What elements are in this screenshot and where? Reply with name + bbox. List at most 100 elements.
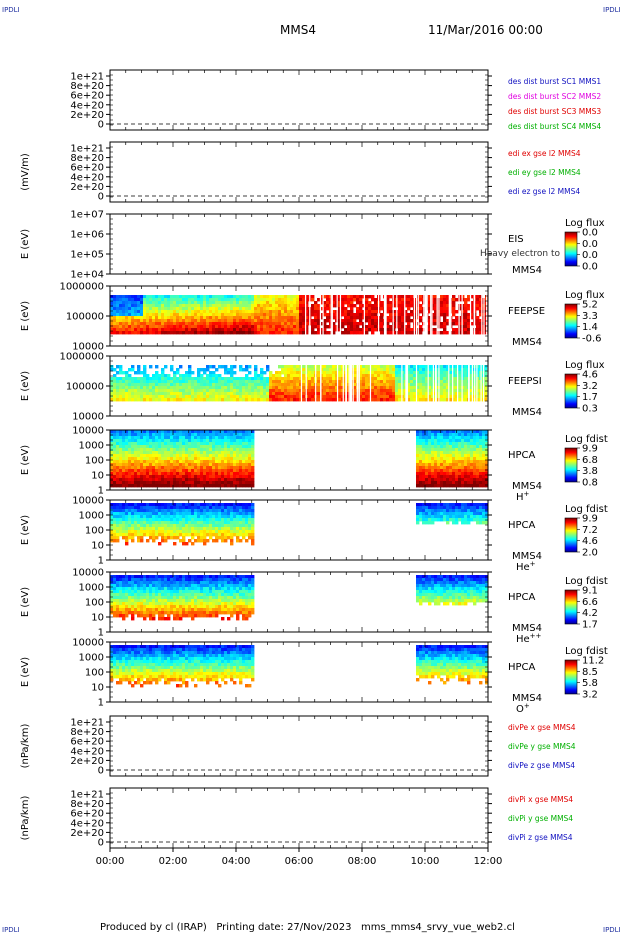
spectrogram-cell <box>197 463 201 467</box>
spectrogram-cell <box>284 301 288 305</box>
spectrogram-cell <box>443 481 447 485</box>
spectrogram-cell <box>320 380 324 384</box>
spectrogram-feepsi <box>110 356 489 416</box>
spectrogram-cell <box>437 433 441 437</box>
spectrogram-cell <box>281 328 285 332</box>
spectrogram-cell <box>371 386 375 390</box>
spectrogram-cell <box>230 328 234 332</box>
y-tick-label: 8e+20 <box>70 81 104 92</box>
spectrogram-cell <box>320 398 324 402</box>
spectrogram-cell <box>242 457 246 461</box>
spectrogram-cell <box>233 466 237 470</box>
spectrogram-cell <box>152 481 156 485</box>
spectrogram-cell <box>170 475 174 479</box>
spectrogram-cell <box>455 383 459 387</box>
spectrogram-cell <box>194 439 198 443</box>
spectrogram-cell <box>176 389 180 393</box>
spectrogram-cell <box>236 377 240 381</box>
spectrogram-cell <box>317 383 321 387</box>
spectrogram-cell <box>419 377 423 381</box>
spectrogram-cell <box>167 478 171 482</box>
spectrogram-cell <box>245 398 249 402</box>
spectrogram-cell <box>437 430 441 434</box>
spectrogram-cell <box>221 466 225 470</box>
spectrogram-cell <box>416 395 420 399</box>
spectrogram-cell <box>143 295 147 299</box>
spectrogram-cell <box>113 478 117 482</box>
spectrogram-cell <box>464 448 468 452</box>
spectrogram-cell <box>230 380 234 384</box>
spectrogram-cell <box>164 319 168 323</box>
spectrogram-cell <box>260 386 264 390</box>
spectrogram-cell <box>182 307 186 311</box>
spectrogram-cell <box>377 380 381 384</box>
spectrogram-cell <box>170 383 174 387</box>
spectrogram-cell <box>188 301 192 305</box>
spectrogram-cell <box>470 395 474 399</box>
y-tick-label: 1e+06 <box>70 230 104 241</box>
spectrogram-cell <box>263 307 267 311</box>
spectrogram-cell <box>185 316 189 320</box>
spectrogram-cell <box>386 371 390 375</box>
spectrogram-cell <box>242 386 246 390</box>
spectrogram-cell <box>482 466 486 470</box>
spectrogram-cell <box>299 313 303 317</box>
spectrogram-cell <box>314 319 318 323</box>
spectrogram-cell <box>275 313 279 317</box>
spectrogram-cell <box>431 466 435 470</box>
spectrogram-cell <box>341 322 345 326</box>
spectrogram-cell <box>416 439 420 443</box>
spectrogram-cell <box>452 383 456 387</box>
spectrogram-cell <box>320 371 324 375</box>
spectrogram-cell <box>122 442 126 446</box>
spectrogram-cell <box>158 484 162 488</box>
spectrogram-cell <box>386 374 390 378</box>
spectrogram-cell <box>452 395 456 399</box>
spectrogram-cell <box>176 319 180 323</box>
spectrogram-cell <box>185 377 189 381</box>
spectrogram-cell <box>128 463 132 467</box>
spectrogram-cell <box>281 310 285 314</box>
spectrogram-cell <box>440 325 444 329</box>
spectrogram-cell <box>146 295 150 299</box>
spectrogram-cell <box>326 392 330 396</box>
spectrogram-cell <box>293 298 297 302</box>
spectrogram-cell <box>458 322 462 326</box>
spectrogram-cell <box>200 328 204 332</box>
spectrogram-cell <box>272 322 276 326</box>
spectrogram-cell <box>194 328 198 332</box>
spectrogram-cell <box>248 460 252 464</box>
spectrogram-cell <box>173 298 177 302</box>
spectrogram-cell <box>182 451 186 455</box>
spectrogram-cell <box>122 386 126 390</box>
spectrogram-cell <box>143 484 147 488</box>
spectrogram-cell <box>236 472 240 476</box>
spectrogram-cell <box>452 319 456 323</box>
spectrogram-cell <box>215 328 219 332</box>
spectrogram-cell <box>419 445 423 449</box>
spectrogram-cell <box>173 454 177 458</box>
spectrogram-cell <box>185 448 189 452</box>
spectrogram-cell <box>152 469 156 473</box>
spectrogram-cell <box>116 392 120 396</box>
spectrogram-cell <box>266 313 270 317</box>
spectrogram-cell <box>152 316 156 320</box>
spectrogram-cell <box>434 313 438 317</box>
spectrogram-cell <box>137 454 141 458</box>
y-tick-label: 10 <box>91 471 104 482</box>
spectrogram-cell <box>407 377 411 381</box>
spectrogram-cell <box>389 377 393 381</box>
spectrogram-cell <box>437 454 441 458</box>
spectrogram-cell <box>173 460 177 464</box>
spectrogram-cell <box>227 368 231 372</box>
spectrogram-cell <box>470 322 474 326</box>
spectrogram-cell <box>176 298 180 302</box>
spectrogram-cell <box>197 313 201 317</box>
spectrogram-cell <box>353 371 357 375</box>
spectrogram-cell <box>134 307 138 311</box>
spectrogram-cell <box>449 463 453 467</box>
spectrogram-cell <box>137 310 141 314</box>
spectrogram-cell <box>131 392 135 396</box>
spectrogram-cell <box>245 365 249 369</box>
spectrogram-cell <box>206 383 210 387</box>
